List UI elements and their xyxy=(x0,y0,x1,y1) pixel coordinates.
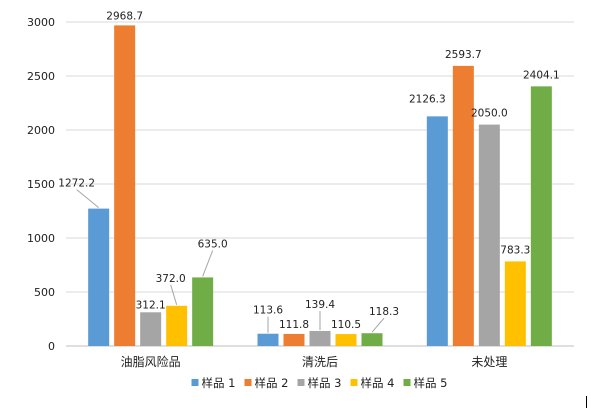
y-tick-label: 0 xyxy=(48,340,55,353)
category-label: 油脂风险品 xyxy=(121,354,181,369)
y-tick-label: 1500 xyxy=(27,178,55,191)
bar xyxy=(426,116,448,347)
legend-label: 样品 1 xyxy=(202,376,236,390)
y-tick-label: 3000 xyxy=(27,16,55,29)
data-label-leader-line xyxy=(170,284,178,305)
legend-label: 样品 2 xyxy=(255,376,289,390)
y-tick-label: 500 xyxy=(34,286,55,299)
legend-swatch xyxy=(403,379,411,386)
legend-swatch xyxy=(297,379,305,386)
bar xyxy=(140,312,162,346)
data-label: 312.1 xyxy=(136,299,166,311)
data-label: 110.5 xyxy=(331,319,361,331)
data-label-leader-line xyxy=(76,189,99,208)
bar xyxy=(309,330,331,346)
legend-swatch xyxy=(350,379,358,386)
data-label: 2404.1 xyxy=(523,69,560,81)
category-label: 未处理 xyxy=(471,355,507,369)
bar xyxy=(257,333,279,346)
y-tick-label: 2000 xyxy=(27,124,55,137)
legend-label: 样品 4 xyxy=(361,376,395,390)
data-label: 2126.3 xyxy=(409,93,446,105)
category-label: 清洗后 xyxy=(302,355,338,369)
data-label: 1272.2 xyxy=(58,178,95,190)
legend-label: 样品 5 xyxy=(414,376,448,390)
data-label: 113.6 xyxy=(253,305,283,317)
text-cursor-mark xyxy=(586,396,587,408)
data-label: 2050.0 xyxy=(471,108,508,120)
data-label: 372.0 xyxy=(156,273,186,285)
data-label: 118.3 xyxy=(369,306,399,318)
bar xyxy=(361,333,383,346)
data-label: 111.8 xyxy=(279,319,309,331)
data-label: 2968.7 xyxy=(106,10,143,22)
legend-swatch xyxy=(244,379,252,386)
bar xyxy=(530,86,552,346)
data-label: 139.4 xyxy=(305,299,335,311)
bar xyxy=(114,25,136,346)
bar xyxy=(192,277,214,346)
bar xyxy=(504,261,526,346)
legend-swatch xyxy=(191,379,199,386)
bar xyxy=(478,124,500,346)
bar xyxy=(166,305,188,346)
data-label: 635.0 xyxy=(198,238,228,250)
bar xyxy=(283,333,305,346)
bar xyxy=(335,334,357,346)
y-tick-label: 1000 xyxy=(27,232,55,245)
data-label-leader-line xyxy=(371,317,385,333)
data-label: 783.3 xyxy=(500,244,530,256)
bar xyxy=(88,208,110,346)
data-label-leader-line xyxy=(202,250,214,277)
bar xyxy=(452,65,474,346)
data-label: 2593.7 xyxy=(445,49,482,61)
y-tick-label: 2500 xyxy=(27,70,55,83)
legend-label: 样品 3 xyxy=(308,376,342,390)
